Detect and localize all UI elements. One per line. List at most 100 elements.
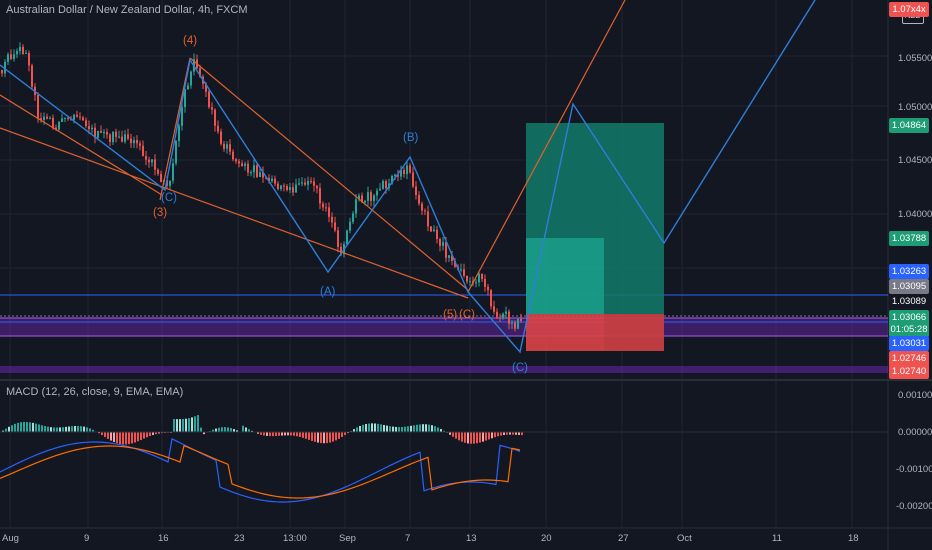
wave-label-orange: (3) bbox=[153, 207, 168, 219]
candle-body bbox=[415, 186, 417, 195]
macd-histogram-bar bbox=[365, 424, 367, 432]
candle-body bbox=[19, 46, 21, 52]
macd-histogram-bar bbox=[224, 427, 226, 432]
candle-body bbox=[241, 163, 243, 167]
macd-histogram-bar bbox=[236, 430, 238, 432]
candle-body bbox=[352, 213, 354, 222]
macd-histogram-bar bbox=[272, 432, 274, 437]
candle-body bbox=[13, 54, 15, 59]
price-badge: 1.03095 bbox=[889, 279, 929, 294]
candle-body bbox=[460, 269, 462, 271]
candle-body bbox=[394, 174, 396, 177]
macd-histogram-bar bbox=[356, 427, 358, 432]
macd-histogram-bar bbox=[347, 432, 349, 434]
macd-histogram-bar bbox=[407, 426, 409, 432]
candle-body bbox=[289, 187, 291, 191]
candle-body bbox=[283, 185, 285, 187]
wave-label-blue: (B) bbox=[403, 132, 419, 144]
macd-histogram-bar bbox=[287, 432, 289, 436]
macd-histogram-bar bbox=[284, 432, 286, 436]
macd-histogram-bar bbox=[158, 432, 160, 434]
macd-histogram-bar bbox=[197, 415, 199, 432]
purple-zone bbox=[0, 366, 888, 373]
orange-projection bbox=[467, 0, 626, 293]
macd-histogram-bar bbox=[110, 432, 112, 441]
macd-histogram-bar bbox=[296, 432, 298, 437]
price-tick: 1.05500 bbox=[898, 53, 932, 64]
macd-histogram-bar bbox=[89, 428, 91, 432]
candle-body bbox=[328, 207, 330, 217]
macd-histogram-bar bbox=[470, 432, 472, 444]
time-tick: 27 bbox=[618, 533, 629, 544]
candle-body bbox=[1, 70, 3, 74]
macd-histogram-bar bbox=[251, 430, 253, 432]
macd-histogram-bar bbox=[410, 425, 412, 432]
macd-histogram-bar bbox=[326, 432, 328, 444]
candle-body bbox=[259, 172, 261, 177]
candle-body bbox=[334, 222, 336, 231]
macd-histogram-bar bbox=[449, 432, 451, 435]
candle-body bbox=[286, 186, 288, 191]
candle-body bbox=[187, 85, 189, 90]
candle-body bbox=[442, 242, 444, 246]
macd-histogram-bar bbox=[452, 432, 454, 437]
macd-histogram-bar bbox=[179, 419, 181, 432]
price-badge: 1.04864 bbox=[889, 118, 929, 133]
time-tick: Oct bbox=[677, 533, 692, 544]
candle-body bbox=[406, 165, 408, 175]
candle-body bbox=[499, 317, 501, 319]
macd-histogram-bar bbox=[419, 424, 421, 432]
candle-body bbox=[37, 95, 39, 119]
candle-body bbox=[82, 117, 84, 121]
candle-body bbox=[292, 187, 294, 193]
candle-body bbox=[490, 290, 492, 307]
candle-body bbox=[496, 311, 498, 318]
candle-body bbox=[304, 182, 306, 185]
macd-histogram-bar bbox=[20, 422, 22, 432]
candle-body bbox=[109, 134, 111, 143]
candle-body bbox=[136, 140, 138, 144]
candle-body bbox=[214, 109, 216, 126]
candle-body bbox=[301, 182, 303, 184]
macd-histogram-bar bbox=[101, 432, 103, 436]
candle-body bbox=[169, 180, 171, 186]
blue-wave-path bbox=[0, 0, 816, 354]
macd-histogram-bar bbox=[137, 432, 139, 442]
take-profit-zone-inner bbox=[526, 238, 604, 314]
macd-histogram-bar bbox=[44, 426, 46, 432]
macd-histogram-bar bbox=[14, 423, 16, 432]
macd-histogram-bar bbox=[491, 432, 493, 439]
macd-indicator-title[interactable]: MACD (12, 26, close, 9, EMA, EMA) bbox=[6, 386, 184, 398]
macd-histogram-bar bbox=[203, 432, 205, 435]
orange-trendline bbox=[189, 57, 469, 291]
candle-body bbox=[220, 131, 222, 144]
candle-body bbox=[358, 195, 360, 200]
macd-histogram-bar bbox=[494, 432, 496, 438]
macd-tick: -0.00100 bbox=[896, 464, 932, 475]
macd-histogram-bar bbox=[467, 432, 469, 444]
macd-histogram-bar bbox=[314, 432, 316, 442]
candle-body bbox=[97, 130, 99, 138]
candle-body bbox=[391, 176, 393, 184]
macd-histogram-bar bbox=[245, 427, 247, 432]
candle-body bbox=[46, 116, 48, 119]
candle-body bbox=[361, 195, 363, 203]
candle-body bbox=[223, 143, 225, 149]
macd-histogram-bar bbox=[80, 426, 82, 432]
macd-histogram-bar bbox=[161, 432, 163, 434]
candle-body bbox=[10, 54, 12, 59]
macd-histogram-bar bbox=[482, 432, 484, 442]
candle-body bbox=[376, 190, 378, 196]
candle-body bbox=[55, 127, 57, 130]
macd-histogram-bar bbox=[98, 432, 100, 434]
candle-body bbox=[58, 121, 60, 130]
candle-body bbox=[67, 117, 69, 119]
macd-histogram-bar bbox=[257, 432, 259, 434]
candle-body bbox=[412, 172, 414, 187]
orange-trendline bbox=[0, 94, 163, 196]
time-tick: 9 bbox=[84, 533, 90, 544]
macd-histogram-bar bbox=[329, 432, 331, 443]
candle-body bbox=[217, 125, 219, 132]
